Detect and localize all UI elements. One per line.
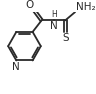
Text: N: N	[50, 21, 58, 31]
Text: NH₂: NH₂	[76, 2, 96, 12]
Text: H: H	[51, 10, 57, 19]
Text: N: N	[12, 62, 20, 72]
Text: O: O	[25, 0, 33, 10]
Text: S: S	[62, 33, 69, 43]
